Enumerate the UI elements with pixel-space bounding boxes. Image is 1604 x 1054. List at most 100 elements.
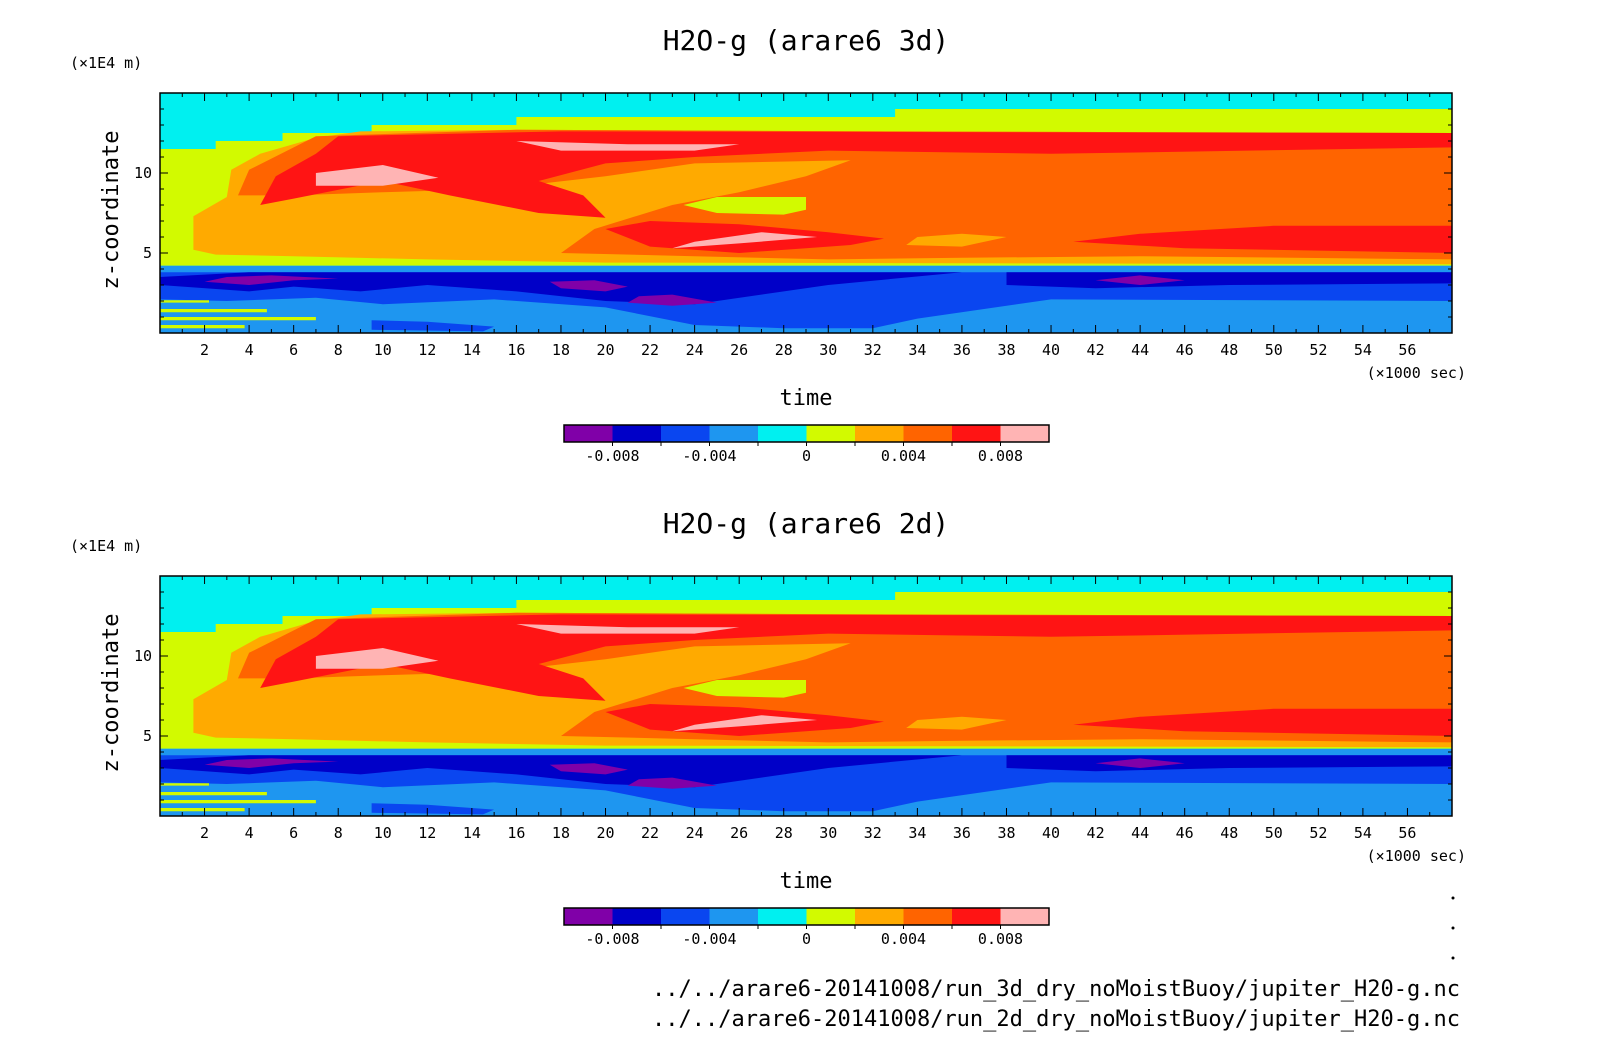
contour-region [315,165,439,186]
x-tick-label: 40 [1042,824,1060,842]
x-tick-label: 6 [289,824,298,842]
x-tick-label: 6 [289,341,298,359]
x-axis: 2 4 6 8 10 12 14 16 18 20 22 24 26 28 30 32 34 36 38 40 42 44… [181,576,1466,894]
x-tick-label: 8 [334,341,343,359]
x-tick-label: 56 [1398,341,1416,359]
corner-dots [1451,896,1455,960]
contour-region [204,275,339,285]
x-tick-label: 38 [997,341,1015,359]
x-tick-label: 38 [997,824,1015,842]
contour-region [1073,225,1452,253]
colorbar-swatch [952,425,1001,442]
x-tick-label: 14 [463,824,481,842]
x-tick-label: 28 [775,824,793,842]
contour-region [906,716,1007,730]
corner-dot [1451,896,1455,900]
contour-region [260,614,1452,701]
colorbar-swatch [806,908,856,925]
contour-region [160,309,267,313]
colorbar-swatch [709,908,759,925]
x-tick-label: 30 [819,824,837,842]
x-unit-label: (×1000 sec) [1367,847,1466,865]
y-tick-label: 5 [143,244,152,262]
x-tick-label: 50 [1265,824,1283,842]
x-tick-label: 42 [1087,341,1105,359]
y-tick-label: 10 [134,647,152,665]
x-tick-label: 40 [1042,341,1060,359]
y-tick-label: 10 [134,164,152,182]
colorbar-swatch [612,908,662,925]
plot-area [160,93,1452,333]
x-tick-label: 48 [1220,824,1238,842]
x-tick-label: 48 [1220,341,1238,359]
x-tick-label: 22 [641,824,659,842]
contour-region [549,763,628,775]
colorbar-tick-label: -0.004 [682,447,736,465]
x-tick-label: 4 [245,341,254,359]
contour-region [371,320,495,332]
panel-2d: H2O-g (arare6 2d)(×1E4 m)2 4 6 8 10 12 14 16 18 2… [70,507,1466,948]
contour-region [160,317,316,321]
colorbar-swatch [903,908,953,925]
colorbar-swatch [855,908,904,925]
x-tick-label: 2 [200,824,209,842]
contour-region [160,783,209,786]
contour-region [160,272,962,305]
colorbar-swatch [758,908,807,925]
colorbar-swatch [806,425,856,442]
colorbar-tick-label: 0.004 [881,930,926,948]
contour-region [549,280,628,292]
contour-region [627,777,717,789]
x-tick-label: 22 [641,341,659,359]
contour-region [683,680,806,698]
colorbar-swatch [661,425,710,442]
x-tick-label: 34 [908,824,926,842]
x-tick-label: 30 [819,341,837,359]
x-axis-title: time [780,386,833,411]
y-unit-label: (×1E4 m) [70,54,142,72]
file-path-line-3d: ../../arare6-20141008/run_3d_dry_noMoist… [652,977,1460,1002]
y-axis: 5 10 z-coordinate [99,108,1452,318]
x-tick-label: 2 [200,341,209,359]
x-tick-label: 44 [1131,824,1149,842]
corner-dot [1451,956,1455,960]
file-path-footer: ../../arare6-20141008/run_3d_dry_noMoist… [652,977,1460,1032]
panel-3d: H2O-g (arare6 3d)(×1E4 m)2 4 6 8 10 12 14 16 18 2… [70,24,1466,465]
contour-region [683,197,806,215]
y-tick-label: 5 [143,727,152,745]
plot-area [160,576,1452,816]
contour-region [1006,755,1452,772]
contour-region [516,141,740,151]
x-tick-label: 34 [908,341,926,359]
x-tick-label: 10 [374,341,392,359]
x-tick-label: 16 [507,824,525,842]
x-tick-label: 52 [1309,341,1327,359]
x-tick-label: 20 [596,341,614,359]
contour-region [1095,275,1185,285]
contour-region [160,808,245,812]
contour-region [1006,272,1452,289]
file-path-line-2d: ../../arare6-20141008/run_2d_dry_noMoist… [652,1007,1460,1032]
x-tick-label: 14 [463,341,481,359]
chart-title: H2O-g (arare6 3d) [663,24,950,57]
contour-region [1073,708,1452,736]
x-tick-label: 10 [374,824,392,842]
x-tick-label: 28 [775,341,793,359]
y-unit-label: (×1E4 m) [70,537,142,555]
x-tick-label: 36 [953,824,971,842]
contour-region [204,758,339,768]
contour-region [160,792,267,796]
y-axis: 5 10 z-coordinate [99,591,1452,801]
colorbar-swatch [564,908,613,925]
x-tick-label: 36 [953,341,971,359]
contour-region [315,648,439,669]
contour-region [516,624,740,634]
colorbar-swatch [952,908,1001,925]
colorbar: -0.008 -0.004 0 0.004 0.008 [563,907,1050,948]
contour-region [160,300,209,303]
contour-region [160,755,962,788]
x-tick-label: 24 [686,341,704,359]
x-tick-label: 18 [552,824,570,842]
colorbar-swatch [1000,425,1050,442]
